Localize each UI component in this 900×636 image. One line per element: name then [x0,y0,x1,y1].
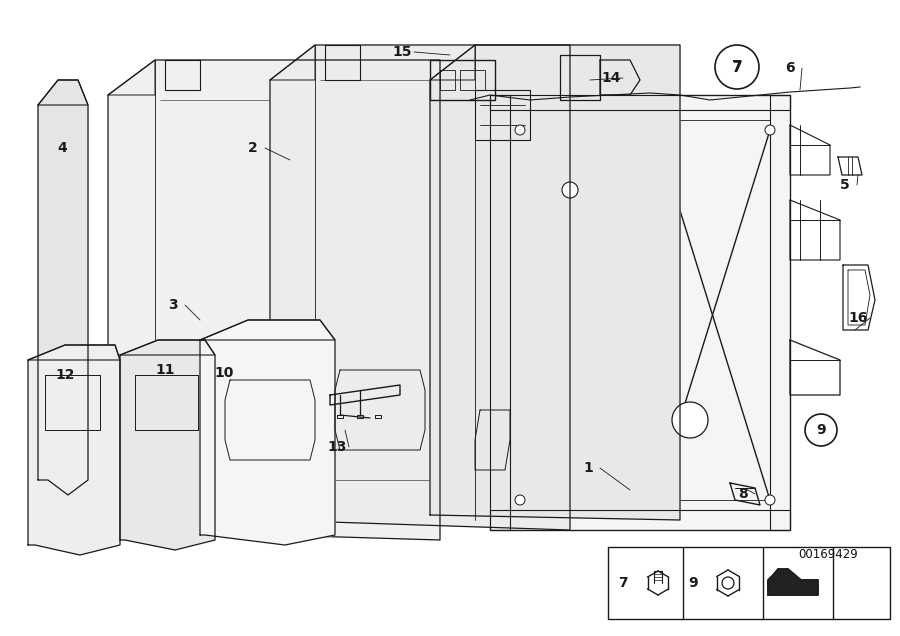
Circle shape [672,402,708,438]
Polygon shape [200,320,335,545]
Text: 6: 6 [785,61,795,75]
Text: 13: 13 [328,440,346,454]
Polygon shape [120,340,215,550]
Polygon shape [28,345,120,555]
Circle shape [805,414,837,446]
Circle shape [715,45,759,89]
Text: 3: 3 [168,298,178,312]
Text: 00169429: 00169429 [798,548,858,562]
Circle shape [722,577,734,589]
Circle shape [515,495,525,505]
Circle shape [562,182,578,198]
Text: 9: 9 [688,576,698,590]
Text: 9: 9 [816,423,826,437]
Text: 8: 8 [738,487,748,501]
Circle shape [765,495,775,505]
Text: 7: 7 [733,60,742,74]
Text: 11: 11 [155,363,175,377]
Polygon shape [430,45,680,520]
Circle shape [515,125,525,135]
Text: 2: 2 [248,141,258,155]
Text: 7: 7 [732,60,742,74]
Text: 4: 4 [57,141,67,155]
Text: 16: 16 [849,311,868,325]
Text: 5: 5 [840,178,850,192]
Polygon shape [270,45,570,530]
Circle shape [765,125,775,135]
Text: 7: 7 [618,576,628,590]
Polygon shape [490,95,790,530]
Text: 12: 12 [55,368,75,382]
Text: 14: 14 [601,71,621,85]
Polygon shape [38,80,88,495]
Polygon shape [768,569,818,595]
Text: 10: 10 [214,366,234,380]
Text: 1: 1 [583,461,593,475]
Polygon shape [108,60,440,540]
Text: 15: 15 [392,45,412,59]
